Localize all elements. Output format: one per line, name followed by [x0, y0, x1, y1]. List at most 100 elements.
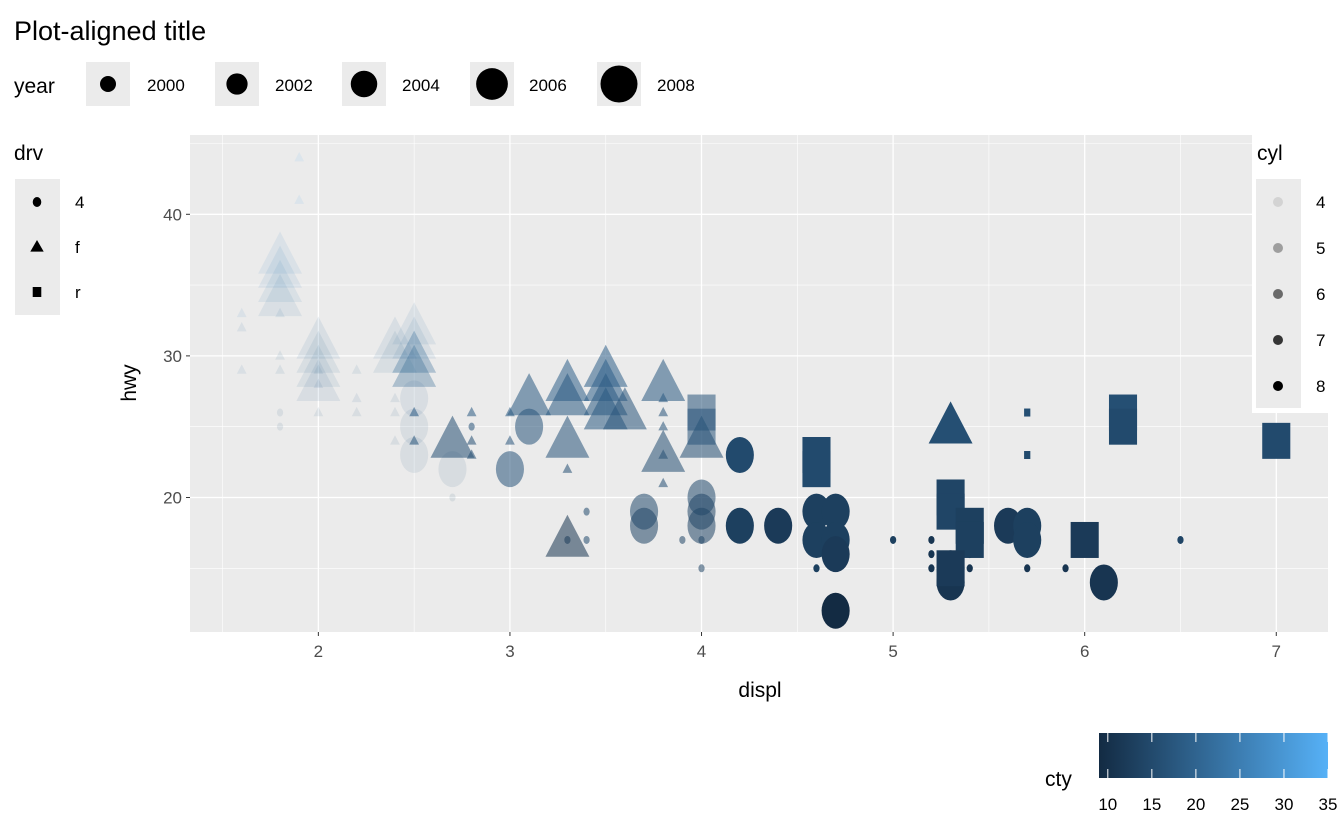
x-tick-label: 5 — [888, 642, 897, 661]
data-point — [294, 194, 305, 204]
colorbar-label: 25 — [1230, 795, 1249, 814]
data-point — [583, 535, 590, 544]
data-points — [236, 152, 1291, 629]
data-point — [276, 408, 284, 417]
data-point — [928, 564, 935, 573]
legend-circle-icon — [476, 68, 508, 100]
y-axis-label: hwy — [118, 364, 141, 402]
legend-circle-icon — [600, 65, 638, 103]
data-point — [296, 330, 341, 373]
data-point — [466, 406, 477, 417]
legend-label: 2000 — [147, 76, 185, 95]
data-point — [764, 507, 793, 544]
data-point — [1108, 408, 1138, 445]
data-point — [725, 507, 754, 544]
legend-label: 2004 — [402, 76, 440, 95]
legend-label: 6 — [1316, 285, 1325, 304]
legend-drv: drv 4 f r — [14, 142, 84, 315]
x-tick-label: 7 — [1272, 642, 1281, 661]
data-point — [679, 535, 686, 544]
data-point — [545, 373, 590, 416]
y-tick-label: 20 — [163, 488, 182, 507]
legend-cty-title: cty — [1045, 768, 1072, 791]
data-point — [466, 435, 477, 445]
data-point — [1262, 422, 1291, 459]
data-point — [562, 463, 573, 473]
x-tick-label: 2 — [314, 642, 323, 661]
data-point — [698, 564, 705, 573]
data-point — [1070, 521, 1099, 558]
data-point — [438, 451, 467, 488]
legend-label: r — [75, 283, 81, 302]
data-point — [373, 316, 417, 359]
data-point — [409, 406, 420, 417]
colorbar-label: 35 — [1319, 795, 1338, 814]
legend-cty: cty 10 15 20 25 30 35 — [1045, 733, 1337, 814]
data-point — [545, 514, 590, 557]
data-point — [236, 364, 247, 374]
data-point — [658, 406, 669, 417]
colorbar-label: 20 — [1186, 795, 1205, 814]
data-point — [545, 415, 590, 458]
data-point — [390, 406, 400, 417]
data-point — [1024, 408, 1031, 417]
data-point — [400, 380, 429, 417]
data-point — [449, 493, 456, 502]
data-point — [409, 435, 420, 445]
legend-circle-icon — [1273, 197, 1283, 207]
x-tick-label: 4 — [697, 642, 706, 661]
data-point — [1024, 451, 1031, 460]
data-point — [583, 507, 590, 516]
y-axis: 20 30 40 — [163, 205, 190, 507]
data-point — [296, 358, 341, 402]
data-point — [813, 564, 820, 573]
data-point — [275, 350, 285, 360]
legend-label: 8 — [1316, 377, 1325, 396]
data-point — [1013, 521, 1042, 558]
legend-label: 2002 — [275, 76, 313, 95]
data-point — [313, 364, 324, 374]
data-point — [936, 550, 965, 587]
data-point — [821, 536, 850, 573]
legend-label: 2006 — [529, 76, 567, 95]
legend-circle-icon — [1273, 243, 1283, 253]
legend-year-title: year — [14, 75, 55, 98]
legend-label: 7 — [1316, 331, 1325, 350]
data-point — [400, 437, 429, 474]
legend-label: 4 — [1316, 193, 1325, 212]
data-point — [1089, 564, 1118, 601]
y-tick-label: 40 — [163, 205, 182, 224]
data-point — [928, 401, 973, 444]
data-point — [505, 435, 515, 445]
data-point — [468, 422, 475, 431]
data-point — [1177, 535, 1184, 544]
legend-circle-icon — [1273, 381, 1283, 391]
data-point — [258, 245, 303, 288]
legend-cyl: cyl 4 5 6 7 8 — [1252, 135, 1344, 413]
data-point — [258, 273, 303, 317]
colorbar-label: 15 — [1142, 795, 1161, 814]
colorbar — [1099, 733, 1328, 778]
data-point — [276, 422, 284, 431]
data-point — [351, 406, 362, 417]
data-point — [258, 231, 303, 274]
data-point — [392, 302, 437, 345]
data-point — [236, 321, 247, 332]
data-point — [351, 364, 362, 374]
legend-label: 5 — [1316, 239, 1325, 258]
data-point — [373, 330, 417, 373]
data-point — [687, 507, 716, 544]
data-point — [313, 378, 324, 388]
legend-label: 4 — [75, 193, 84, 212]
legend-square-icon — [32, 287, 42, 297]
legend-circle-icon — [1273, 335, 1283, 345]
grid-lines — [190, 135, 1328, 632]
data-point — [507, 373, 552, 416]
legend-circle-icon — [32, 197, 42, 207]
data-point — [602, 387, 647, 430]
colorbar-label: 10 — [1098, 795, 1117, 814]
legend-drv-title: drv — [14, 142, 44, 165]
data-point — [430, 415, 475, 458]
plot-panel — [190, 135, 1328, 632]
data-point — [725, 437, 754, 474]
